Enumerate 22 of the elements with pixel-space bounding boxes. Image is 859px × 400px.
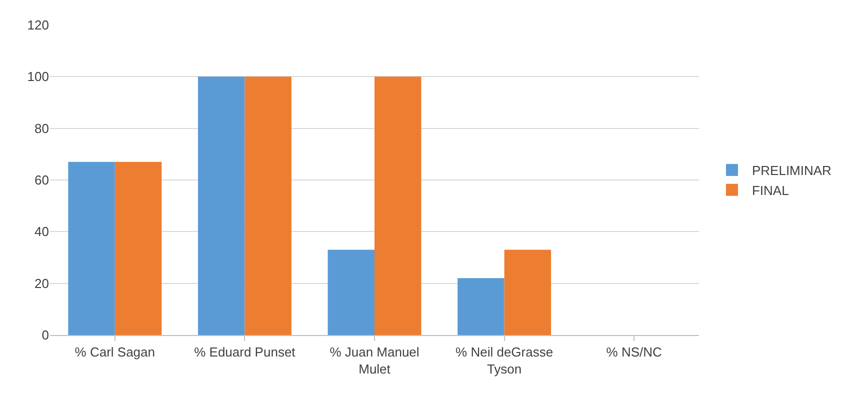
bar (68, 162, 115, 335)
bar (114, 162, 162, 335)
x-tick-label: % Eduard Punset (194, 344, 296, 360)
x-tick-label: % Carl Sagan (74, 344, 156, 360)
x-tick-label: % Neil deGrasse Tyson (456, 344, 554, 376)
bar (198, 76, 245, 335)
bar (328, 250, 374, 335)
y-tick-label: 40 (34, 224, 49, 240)
y-tick-label: 20 (34, 276, 49, 291)
bar (458, 278, 504, 335)
y-tick-label: 60 (34, 172, 49, 188)
y-tick-label: 80 (34, 120, 49, 136)
x-tick-label: % NS/NC (606, 344, 662, 360)
y-tick-label: 100 (27, 69, 49, 84)
y-tick-label: 120 (27, 18, 49, 33)
bar (374, 76, 422, 335)
bar (244, 76, 292, 335)
y-tick-label: 0 (42, 328, 49, 343)
legend-label: FINAL (752, 182, 789, 198)
bar (504, 250, 552, 335)
x-tick-label: % Juan Manuel Mulet (330, 344, 420, 376)
legend-label: PRELIMINAR (752, 163, 832, 178)
